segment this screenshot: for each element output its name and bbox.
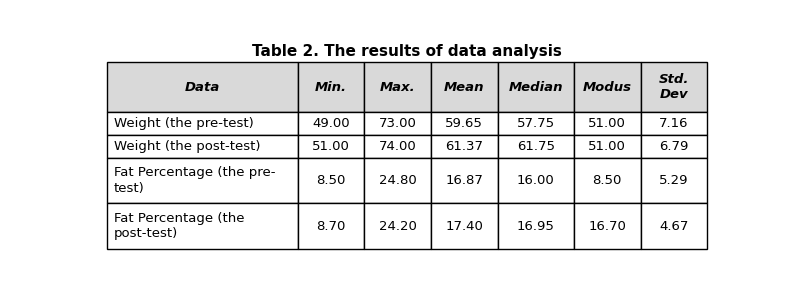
- Text: 51.00: 51.00: [588, 140, 626, 153]
- Bar: [574, 62, 641, 112]
- Bar: [574, 135, 641, 158]
- Text: Min.: Min.: [315, 81, 347, 94]
- Bar: [298, 158, 364, 203]
- Bar: [106, 62, 298, 112]
- Text: 16.70: 16.70: [588, 219, 626, 233]
- Text: 5.29: 5.29: [659, 174, 688, 187]
- Text: Max.: Max.: [380, 81, 415, 94]
- Text: Table 2. The results of data analysis: Table 2. The results of data analysis: [252, 44, 562, 59]
- Text: Weight (the pre-test): Weight (the pre-test): [114, 117, 254, 130]
- Bar: [364, 112, 431, 135]
- Text: Weight (the post-test): Weight (the post-test): [114, 140, 260, 153]
- Bar: [431, 62, 498, 112]
- Bar: [298, 62, 364, 112]
- Bar: [364, 135, 431, 158]
- Text: Mean: Mean: [444, 81, 484, 94]
- Bar: [498, 62, 574, 112]
- Bar: [498, 158, 574, 203]
- Text: 61.37: 61.37: [445, 140, 484, 153]
- Text: 73.00: 73.00: [379, 117, 417, 130]
- Bar: [364, 158, 431, 203]
- Bar: [574, 203, 641, 249]
- Bar: [298, 203, 364, 249]
- Text: 16.00: 16.00: [517, 174, 554, 187]
- Text: 24.20: 24.20: [379, 219, 417, 233]
- Text: 61.75: 61.75: [517, 140, 555, 153]
- Text: 57.75: 57.75: [517, 117, 555, 130]
- Text: 8.50: 8.50: [316, 174, 345, 187]
- Text: 4.67: 4.67: [659, 219, 688, 233]
- Text: 8.70: 8.70: [316, 219, 345, 233]
- Text: 51.00: 51.00: [312, 140, 350, 153]
- Text: 24.80: 24.80: [379, 174, 416, 187]
- Bar: [431, 112, 498, 135]
- Bar: [641, 112, 707, 135]
- Text: 74.00: 74.00: [379, 140, 416, 153]
- Bar: [106, 203, 298, 249]
- Text: Median: Median: [508, 81, 563, 94]
- Text: 51.00: 51.00: [588, 117, 626, 130]
- Text: 49.00: 49.00: [312, 117, 349, 130]
- Bar: [431, 135, 498, 158]
- Bar: [106, 135, 298, 158]
- Text: 17.40: 17.40: [445, 219, 483, 233]
- Bar: [641, 203, 707, 249]
- Bar: [498, 135, 574, 158]
- Text: Fat Percentage (the
post-test): Fat Percentage (the post-test): [114, 212, 245, 240]
- Bar: [641, 62, 707, 112]
- Text: 8.50: 8.50: [592, 174, 622, 187]
- Text: 16.87: 16.87: [445, 174, 483, 187]
- Text: 7.16: 7.16: [659, 117, 688, 130]
- Bar: [106, 112, 298, 135]
- Text: Modus: Modus: [583, 81, 632, 94]
- Bar: [364, 62, 431, 112]
- Bar: [364, 203, 431, 249]
- Text: 6.79: 6.79: [659, 140, 688, 153]
- Text: Fat Percentage (the pre-
test): Fat Percentage (the pre- test): [114, 166, 276, 195]
- Text: Data: Data: [184, 81, 220, 94]
- Bar: [298, 112, 364, 135]
- Bar: [574, 158, 641, 203]
- Text: 16.95: 16.95: [517, 219, 555, 233]
- Bar: [106, 158, 298, 203]
- Bar: [298, 135, 364, 158]
- Bar: [431, 203, 498, 249]
- Bar: [641, 158, 707, 203]
- Bar: [641, 135, 707, 158]
- Bar: [431, 158, 498, 203]
- Bar: [574, 112, 641, 135]
- Bar: [498, 112, 574, 135]
- Bar: [498, 203, 574, 249]
- Text: 59.65: 59.65: [445, 117, 483, 130]
- Text: Std.
Dev: Std. Dev: [659, 73, 689, 101]
